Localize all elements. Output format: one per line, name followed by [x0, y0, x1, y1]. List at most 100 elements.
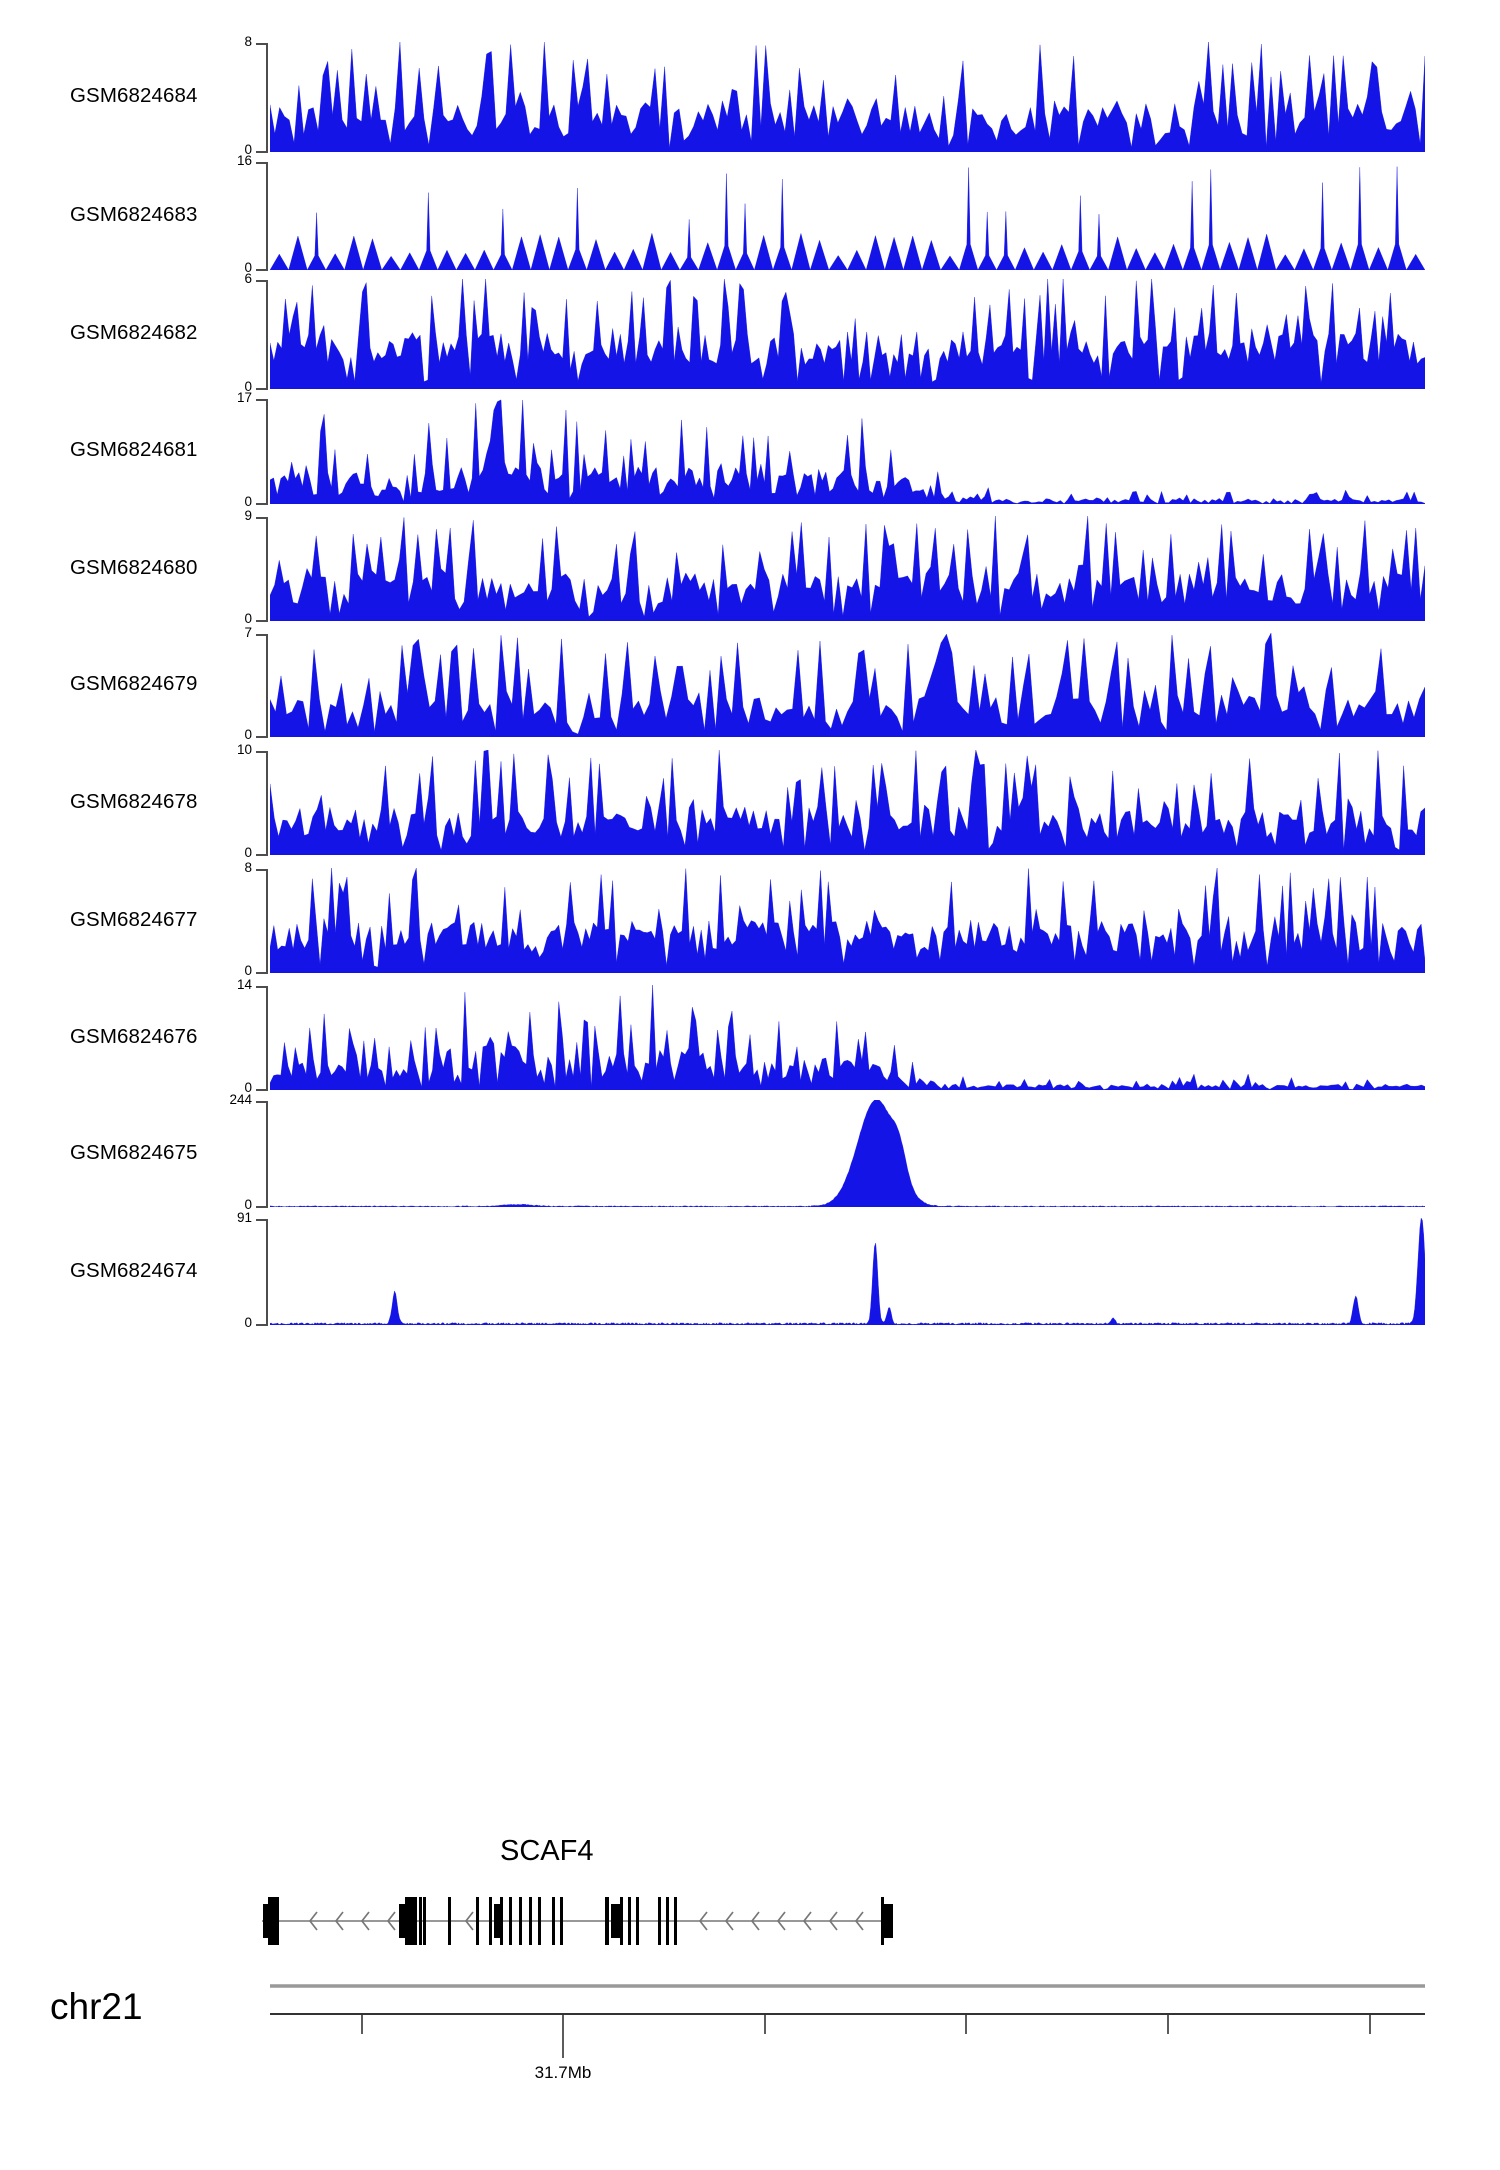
gene-utr-block[interactable]: [552, 1897, 555, 1945]
gene-exon-block[interactable]: [405, 1897, 417, 1945]
gene-utr-block[interactable]: [666, 1897, 669, 1945]
y-axis-max-label: 14: [236, 977, 252, 992]
track-sample-label: GSM6824680: [70, 555, 198, 579]
coverage-plot[interactable]: [270, 750, 1425, 855]
coverage-track[interactable]: GSM6824674 91 0: [0, 1210, 1500, 1330]
gene-annotation-track: SCAF4: [0, 1835, 1500, 1965]
y-axis-max-label: 244: [229, 1092, 252, 1107]
coverage-plot[interactable]: [270, 161, 1425, 270]
coverage-plot[interactable]: [270, 42, 1425, 152]
coverage-plot[interactable]: [270, 1100, 1425, 1207]
strand-arrow-icon: [802, 1911, 812, 1931]
gene-utr-block[interactable]: [419, 1897, 422, 1945]
y-axis-spine: [266, 162, 278, 270]
coverage-track[interactable]: GSM6824680 9 0: [0, 508, 1500, 626]
y-axis-max-label: 7: [244, 625, 252, 640]
y-axis-bottom-tick: [256, 1089, 268, 1091]
y-axis-min-label: 0: [244, 379, 252, 394]
coverage-track[interactable]: GSM6824679 7 0: [0, 625, 1500, 742]
strand-arrow-icon: [854, 1911, 864, 1931]
y-axis-min-label: 0: [244, 963, 252, 978]
y-axis-spine: [266, 399, 278, 504]
coverage-plot[interactable]: [270, 1218, 1425, 1325]
y-axis-max-label: 8: [244, 34, 252, 49]
y-axis-bottom-tick: [256, 503, 268, 505]
gene-utr-block[interactable]: [500, 1897, 503, 1945]
gene-utr-block[interactable]: [538, 1897, 541, 1945]
gene-exon-block[interactable]: [611, 1904, 620, 1938]
coverage-area-svg: [270, 750, 1425, 855]
chromosome-label: chr21: [50, 1986, 143, 2027]
y-axis-min-label: 0: [244, 494, 252, 509]
gene-utr-block[interactable]: [509, 1897, 512, 1945]
gene-utr-block[interactable]: [605, 1897, 609, 1945]
axis-tick-label: 31.7Mb: [535, 2063, 592, 2082]
y-axis-spine: [266, 280, 278, 389]
y-axis-bottom-tick: [256, 1206, 268, 1208]
gene-model-svg: [262, 1897, 893, 1945]
coverage-track[interactable]: GSM6824682 6 0: [0, 271, 1500, 394]
strand-arrow-icon: [750, 1911, 760, 1931]
coverage-area-svg: [270, 1218, 1425, 1325]
gene-utr-block[interactable]: [628, 1897, 631, 1945]
coverage-track[interactable]: GSM6824677 8 0: [0, 860, 1500, 978]
gene-utr-block[interactable]: [636, 1897, 639, 1945]
gene-utr-block[interactable]: [658, 1897, 661, 1945]
strand-arrow-icon: [308, 1911, 318, 1931]
coverage-plot[interactable]: [270, 516, 1425, 621]
y-axis-top-tick: [256, 1101, 268, 1103]
coverage-track[interactable]: GSM6824675 244 0: [0, 1092, 1500, 1212]
strand-arrow-icon: [464, 1911, 474, 1931]
gene-utr-block[interactable]: [423, 1897, 426, 1945]
y-axis-min-label: 0: [244, 611, 252, 626]
track-sample-label: GSM6824674: [70, 1258, 198, 1282]
track-sample-label: GSM6824682: [70, 321, 198, 344]
gene-utr-block[interactable]: [560, 1897, 563, 1945]
coverage-plot[interactable]: [270, 398, 1425, 504]
coverage-plot[interactable]: [270, 985, 1425, 1090]
gene-exon-block[interactable]: [494, 1904, 503, 1938]
strand-arrow-icon: [828, 1911, 838, 1931]
coverage-plot[interactable]: [270, 633, 1425, 737]
y-axis-bottom-tick: [256, 972, 268, 974]
y-axis-spine: [266, 869, 278, 973]
y-axis-bottom-tick: [256, 1324, 268, 1326]
y-axis-top-tick: [256, 43, 268, 45]
y-axis-spine: [266, 517, 278, 621]
coverage-area-svg: [270, 161, 1425, 270]
gene-exon-block[interactable]: [268, 1897, 279, 1945]
y-axis-max-label: 16: [236, 153, 252, 168]
gene-utr-block[interactable]: [476, 1897, 479, 1945]
coverage-track[interactable]: GSM6824681 17 0: [0, 390, 1500, 509]
gene-utr-block[interactable]: [519, 1897, 522, 1945]
coverage-plot[interactable]: [270, 868, 1425, 973]
track-sample-label: GSM6824677: [70, 907, 198, 931]
y-axis-min-label: 0: [244, 845, 252, 860]
gene-exon-block[interactable]: [399, 1904, 409, 1938]
y-axis-max-label: 8: [244, 860, 252, 875]
gene-utr-block[interactable]: [448, 1897, 451, 1945]
gene-utr-block[interactable]: [881, 1897, 884, 1945]
gene-utr-block[interactable]: [529, 1897, 532, 1945]
y-axis-top-tick: [256, 517, 268, 519]
coverage-area-svg: [270, 985, 1425, 1090]
gene-utr-block[interactable]: [489, 1897, 492, 1945]
coverage-track[interactable]: GSM6824678 10 0: [0, 742, 1500, 860]
gene-name-label: SCAF4: [500, 1835, 594, 1867]
y-axis-min-label: 0: [244, 260, 252, 275]
track-sample-label: GSM6824675: [70, 1140, 198, 1164]
coverage-track[interactable]: GSM6824676 14 0: [0, 977, 1500, 1095]
coverage-track[interactable]: GSM6824684 8 0: [0, 34, 1500, 157]
y-axis-top-tick: [256, 399, 268, 401]
y-axis-max-label: 9: [244, 508, 252, 523]
y-axis-max-label: 6: [244, 271, 252, 286]
gene-utr-block[interactable]: [620, 1897, 623, 1945]
y-axis-min-label: 0: [244, 727, 252, 742]
y-axis-max-label: 17: [236, 390, 252, 405]
y-axis-min-label: 0: [244, 142, 252, 157]
gene-utr-block[interactable]: [674, 1897, 677, 1945]
coverage-plot[interactable]: [270, 279, 1425, 389]
gene-exon-block[interactable]: [884, 1904, 893, 1938]
coverage-track[interactable]: GSM6824683 16 0: [0, 153, 1500, 275]
